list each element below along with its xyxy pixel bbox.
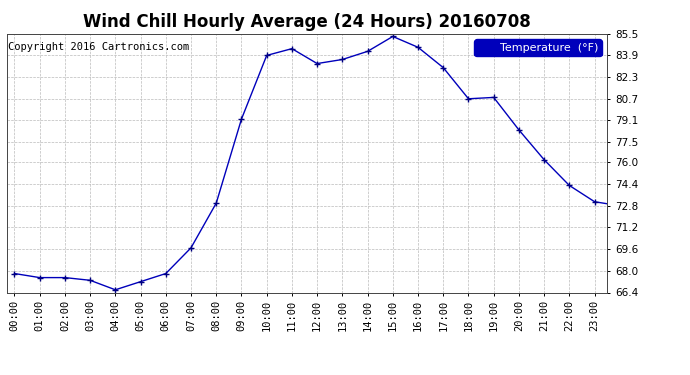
Legend: Temperature  (°F): Temperature (°F)	[475, 39, 602, 56]
Title: Wind Chill Hourly Average (24 Hours) 20160708: Wind Chill Hourly Average (24 Hours) 201…	[83, 13, 531, 31]
Text: Copyright 2016 Cartronics.com: Copyright 2016 Cartronics.com	[8, 42, 189, 51]
